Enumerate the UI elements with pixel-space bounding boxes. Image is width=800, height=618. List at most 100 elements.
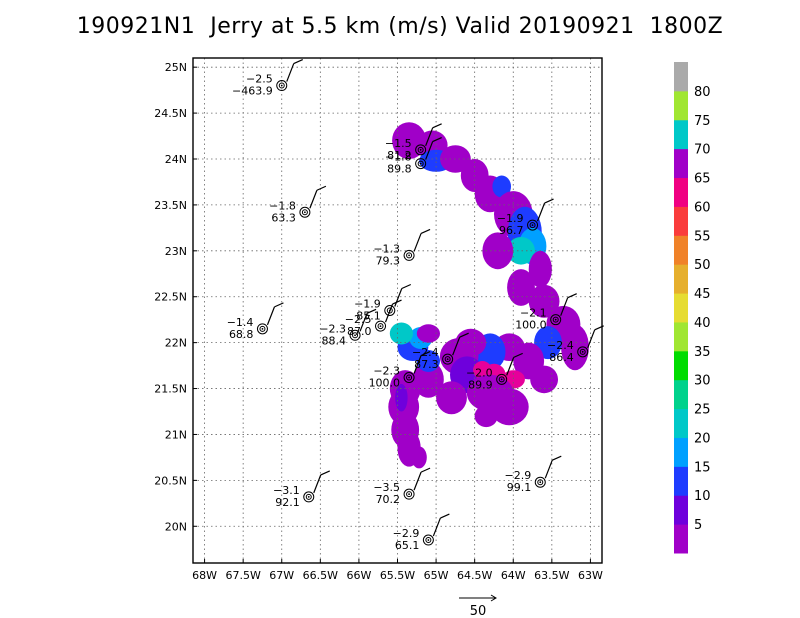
colorbar-segment xyxy=(674,293,688,323)
station-circle xyxy=(577,346,589,358)
wind-field-cell xyxy=(395,383,408,412)
wind-field-cell xyxy=(530,365,558,394)
wind-barb-staff xyxy=(413,233,422,252)
colorbar-segment xyxy=(674,408,688,438)
wind-barb-flag xyxy=(567,293,577,299)
observation-bottom-label: 87.3 xyxy=(414,358,439,371)
colorbar-label: 40 xyxy=(694,316,711,331)
colorbar-segment xyxy=(674,148,688,179)
y-tick-label: 22.5N xyxy=(154,291,187,304)
wind-barb-flag xyxy=(432,123,442,129)
wind-field-cell xyxy=(507,269,535,306)
station-circle xyxy=(403,372,415,384)
wind-field-cell xyxy=(474,405,498,428)
observation-top-label: −1.9 xyxy=(497,212,524,225)
observation-bottom-label: 100.0 xyxy=(369,377,401,390)
y-tick-label: 20.5N xyxy=(154,474,187,487)
wind-field-cell xyxy=(561,324,589,371)
y-tick-label: 22N xyxy=(165,337,187,350)
observation-top-label: −2.3 xyxy=(373,365,400,378)
wind-barb-staff xyxy=(309,190,318,209)
observation-point: −2.388.4 xyxy=(319,308,377,347)
station-dot xyxy=(408,493,410,496)
wind-barb-staff xyxy=(384,303,394,323)
observation-bottom-label: 87.0 xyxy=(347,325,372,338)
wind-barb-staff xyxy=(394,288,403,307)
station-ring xyxy=(377,323,384,330)
observation-bottom-label: 86.4 xyxy=(549,351,574,364)
colorbar-segment xyxy=(674,206,688,236)
station-ring xyxy=(529,222,536,229)
observation-point: −1.863.3 xyxy=(269,185,327,224)
observation-bottom-label: 79.3 xyxy=(376,254,401,267)
station-ring xyxy=(386,307,393,314)
wind-barb-flag xyxy=(316,185,327,191)
wind-barb-staff xyxy=(313,474,322,494)
observation-point: −2.965.1 xyxy=(393,513,450,552)
wind-barb-flag xyxy=(440,513,450,519)
wind-field-cell xyxy=(490,388,529,426)
colorbar-segment xyxy=(674,350,688,381)
station-circle xyxy=(375,320,387,332)
observation-bottom-label: 85.1 xyxy=(356,310,381,323)
station-ring xyxy=(498,376,505,383)
colorbar-label: 45 xyxy=(694,287,711,302)
observation-point: −2.487.3 xyxy=(412,332,469,371)
station-dot xyxy=(280,84,283,87)
station-ring xyxy=(259,325,266,332)
observation-top-label: −2.4 xyxy=(547,339,574,352)
wind-barb-flag xyxy=(544,198,554,204)
observation-top-label: −1.4 xyxy=(227,316,254,329)
station-dot xyxy=(554,318,557,321)
wind-barb-staff xyxy=(266,306,276,326)
observation-bottom-label: 70.2 xyxy=(376,493,401,506)
reference-arrow-head xyxy=(490,594,497,602)
wind-barb-flag xyxy=(293,58,303,65)
observation-layer: −2.5−463.9−1.581.2−1.889.8−1.863.3 −1.996… xyxy=(227,58,604,552)
grid-layer xyxy=(193,58,602,563)
station-dot xyxy=(354,334,356,337)
station-ring xyxy=(352,332,359,339)
station-ring xyxy=(417,146,424,153)
wind-barb-staff xyxy=(286,63,295,82)
station-dot xyxy=(261,327,264,330)
station-circle xyxy=(422,534,434,546)
station-dot xyxy=(500,378,503,381)
colorbar-label: 75 xyxy=(694,114,711,129)
observation-bottom-label: 68.8 xyxy=(229,328,254,341)
x-tick-label: 66W xyxy=(346,569,371,582)
colorbar-segment xyxy=(674,177,688,207)
observation-top-label: −2.9 xyxy=(505,469,532,482)
wind-field-cell xyxy=(416,324,440,343)
wind-barb-staff xyxy=(413,355,422,374)
station-circle xyxy=(534,476,546,488)
station-dot xyxy=(419,148,422,151)
colorbar-label: 30 xyxy=(694,374,711,389)
observation-top-label: −3.1 xyxy=(273,484,300,497)
wind-barb-flag xyxy=(513,352,523,358)
chart-title: 190921N1 Jerry at 5.5 km (m/s) Valid 201… xyxy=(76,14,724,39)
colorbar-segment xyxy=(674,119,688,150)
station-dot xyxy=(379,325,382,328)
station-ring xyxy=(444,356,451,363)
observation-point: −3.570.2 xyxy=(373,467,431,506)
x-tick-label: 67W xyxy=(269,569,294,582)
x-tick-label: 63.5W xyxy=(534,569,569,582)
colorbar-segment xyxy=(674,90,688,121)
station-ring xyxy=(417,160,424,167)
y-tick-label: 21N xyxy=(165,428,187,441)
observation-top-label: −2.9 xyxy=(393,527,420,540)
x-tick-label: 65.5W xyxy=(380,569,415,582)
station-circle xyxy=(403,249,415,261)
y-tick-label: 24.5N xyxy=(154,107,187,120)
x-tick-label: 66.5W xyxy=(303,569,338,582)
observation-point: −1.581.2 xyxy=(385,123,442,162)
wind-barb-staff xyxy=(452,336,461,356)
station-circle xyxy=(349,329,361,341)
colorbar-label: 20 xyxy=(694,432,711,447)
colorbar-segment xyxy=(674,495,688,525)
station-dot xyxy=(408,376,410,379)
x-tick-label: 63W xyxy=(578,569,603,582)
